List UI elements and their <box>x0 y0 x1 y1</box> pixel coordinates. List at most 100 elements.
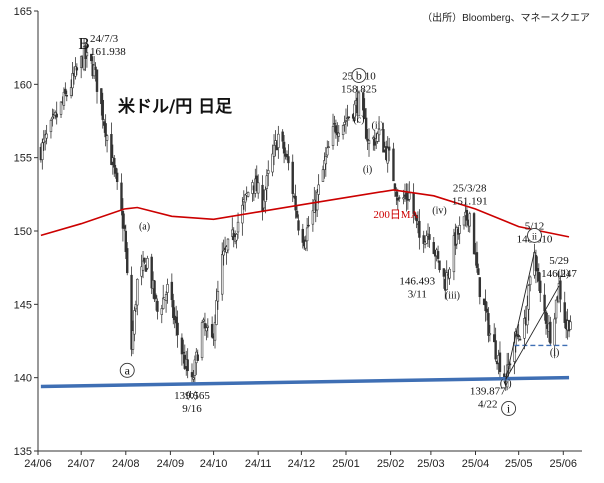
candle-body <box>346 117 349 119</box>
candle-body <box>180 337 184 355</box>
candle-body <box>485 308 489 313</box>
candle-body <box>559 280 562 300</box>
candle-body <box>315 191 319 211</box>
candle-body <box>353 103 356 121</box>
support-trend-line <box>40 375 570 389</box>
candle-body <box>366 138 369 142</box>
candle-body <box>256 182 260 194</box>
candle-body <box>487 313 490 336</box>
candle-body <box>372 137 375 140</box>
candle-body <box>110 134 113 166</box>
candle-body <box>304 241 307 249</box>
price-annotation: 9/16 <box>182 403 202 415</box>
candle-body <box>186 359 189 372</box>
price-annotation: 139.565 <box>174 390 210 402</box>
candle-body <box>65 95 68 97</box>
candle-body <box>156 300 159 312</box>
candles <box>39 38 572 391</box>
candle-body <box>327 146 330 148</box>
candle-body <box>271 153 274 173</box>
x-tick-label: 24/10 <box>200 458 228 470</box>
candle-body <box>387 146 391 151</box>
candle-body <box>321 169 325 182</box>
candle-body <box>357 92 361 117</box>
candle-body <box>294 195 297 211</box>
x-tick-label: 25/04 <box>462 458 490 470</box>
candle-body <box>418 220 421 238</box>
candle-body <box>131 330 135 350</box>
x-tick-label: 25/02 <box>377 458 405 470</box>
candle-body <box>488 333 492 336</box>
candle-body <box>543 294 546 312</box>
candle-body <box>297 220 300 231</box>
candle-body <box>422 235 425 244</box>
candle-body <box>272 144 276 157</box>
candle-body <box>537 272 541 282</box>
candle-body <box>265 175 269 189</box>
wave-label: (a) <box>139 222 150 233</box>
candle-body <box>425 235 428 244</box>
candle-body <box>442 268 446 277</box>
candle-body <box>347 116 351 118</box>
candle-body <box>221 254 224 295</box>
candle-body <box>445 272 448 291</box>
candle-body <box>494 340 497 360</box>
candle-body <box>262 199 266 209</box>
wave-label-big: B <box>78 34 89 53</box>
candle-body <box>141 260 145 271</box>
wedge-line <box>505 251 535 380</box>
candle-body <box>402 197 405 200</box>
candle-body <box>364 117 368 139</box>
candle-body <box>172 300 175 319</box>
candle-body <box>162 297 165 309</box>
candle-body <box>311 210 315 225</box>
candle-body <box>213 322 217 341</box>
candle-body <box>382 129 385 153</box>
candle-body <box>455 227 458 245</box>
candle-body <box>182 351 185 354</box>
y-tick-label: 165 <box>14 6 32 18</box>
candle-body <box>518 338 522 341</box>
candle-body <box>45 133 48 139</box>
candle-body <box>193 359 197 376</box>
candle-body <box>170 281 174 301</box>
y-tick-label: 150 <box>14 226 32 238</box>
candle-body <box>166 284 169 293</box>
wave-circle <box>119 362 135 378</box>
candle-body <box>114 167 117 174</box>
wave-label-circled: i <box>507 401 511 415</box>
candle-body <box>282 141 286 154</box>
overlays <box>40 189 570 389</box>
candle-body <box>528 276 532 286</box>
candle-body <box>498 352 502 372</box>
candle-body <box>174 316 178 324</box>
candle-body <box>344 120 348 122</box>
wave-label-roman: (iv) <box>432 205 446 216</box>
price-annotation: 4/22 <box>478 398 498 410</box>
candle-body <box>74 66 77 77</box>
candle-body <box>246 192 250 197</box>
candle-body <box>120 182 123 211</box>
candle-body <box>277 133 280 148</box>
candle-body <box>334 125 338 134</box>
candle-body <box>285 153 289 158</box>
x-tick-label: 24/08 <box>112 458 140 470</box>
candle-body <box>146 258 149 269</box>
candle-body <box>534 255 538 272</box>
price-annotation: 151.191 <box>452 196 488 208</box>
candle-body <box>468 213 471 227</box>
wave-label-roman: (ii) <box>557 268 569 279</box>
candle-body <box>206 325 210 328</box>
candle-body <box>478 277 482 298</box>
wedge-line <box>505 285 560 380</box>
candle-body <box>392 148 395 182</box>
candle-body <box>484 300 487 312</box>
wave-circle <box>527 227 542 243</box>
chart-title: 米ドル/円 日足 <box>118 96 232 117</box>
candle-body <box>395 191 398 197</box>
candle-body <box>413 212 417 217</box>
wave-label-roman: (ii) <box>372 120 384 131</box>
candle-body <box>536 268 539 272</box>
candle-body <box>436 251 440 259</box>
ma200-label: 200日MA <box>373 209 418 221</box>
